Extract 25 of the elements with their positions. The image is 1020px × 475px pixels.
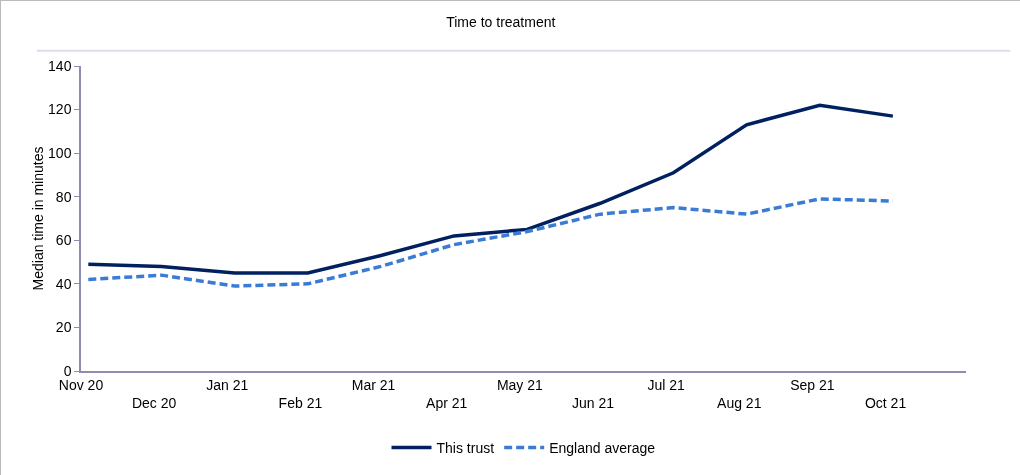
x-tick-label: Nov 20 (58, 376, 104, 393)
legend-label: This trust (436, 440, 495, 457)
x-tick-label: Jan 21 (206, 376, 249, 393)
legend-label: England average (549, 440, 656, 457)
chart-title: Time to treatment (446, 14, 556, 31)
x-tick-label: Jul 21 (647, 376, 686, 393)
x-tick-label: May 21 (496, 376, 543, 393)
y-tick-label: 0 (63, 362, 72, 379)
y-tick-label: 100 (48, 145, 72, 162)
y-axis-title: Median time in minutes (29, 146, 46, 291)
x-tick-label: Aug 21 (717, 394, 762, 411)
x-tick-label: Sep 21 (790, 376, 835, 393)
x-tick-label: Oct 21 (864, 394, 907, 411)
y-tick-label: 80 (55, 188, 72, 205)
y-tick-label: 40 (55, 275, 72, 292)
x-tick-label: Mar 21 (351, 376, 396, 393)
line-series (86, 103, 895, 275)
x-tick-label: Apr 21 (426, 394, 468, 411)
x-tick-label: Dec 20 (131, 394, 177, 411)
x-tick-label: Jun 21 (571, 394, 615, 411)
y-tick-label: 20 (55, 319, 72, 336)
x-tick-label: Feb 21 (278, 394, 323, 411)
y-tick-label: 140 (48, 57, 72, 74)
y-tick-label: 60 (55, 232, 72, 249)
y-tick-label: 120 (48, 101, 72, 118)
